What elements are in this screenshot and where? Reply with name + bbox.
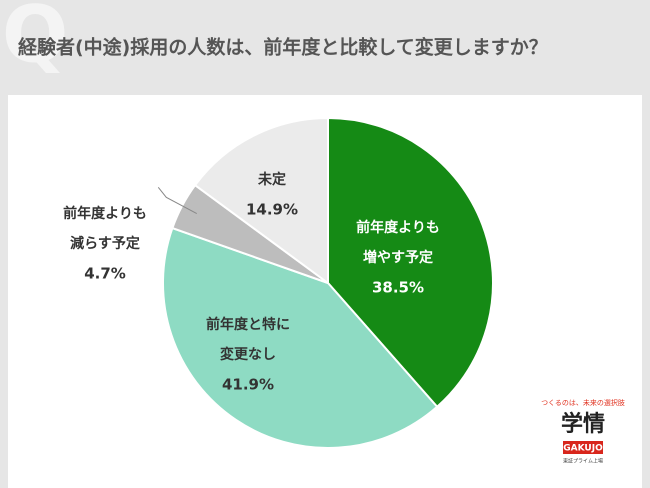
logo-roman: GAKUJO [563,444,603,454]
logo-band [563,441,603,454]
value-label: 4.7% [84,265,126,283]
logo: つくるのは、未来の選択肢 学情 GAKUJO 東証プライム上場 [541,398,625,465]
logo-tagline: つくるのは、未来の選択肢 [541,398,625,407]
q-watermark: Q [2,0,68,80]
slice-label: 増やす予定 [363,249,433,266]
value-label: 14.9% [246,201,298,219]
pie-slice [327,116,494,409]
leader-line [157,187,197,214]
logo-name: 学情 [561,411,605,437]
logo-note: 東証プライム上場 [563,458,603,465]
pie-slice [162,226,439,449]
slice-label: 前年度よりも [63,205,147,222]
pie-slice [193,116,329,285]
slice-label: 前年度よりも [356,219,440,236]
value-label: 38.5% [372,279,424,297]
slice-label: 未定 [258,171,286,188]
slice-label: 減らす予定 [70,235,140,252]
chart-title: 経験者(中途)採用の人数は、前年度と比較して変更しますか？ [18,36,548,59]
slice-label: 変更なし [220,346,276,363]
slice-label: 前年度と特に [206,316,290,333]
value-label: 41.9% [222,376,274,394]
